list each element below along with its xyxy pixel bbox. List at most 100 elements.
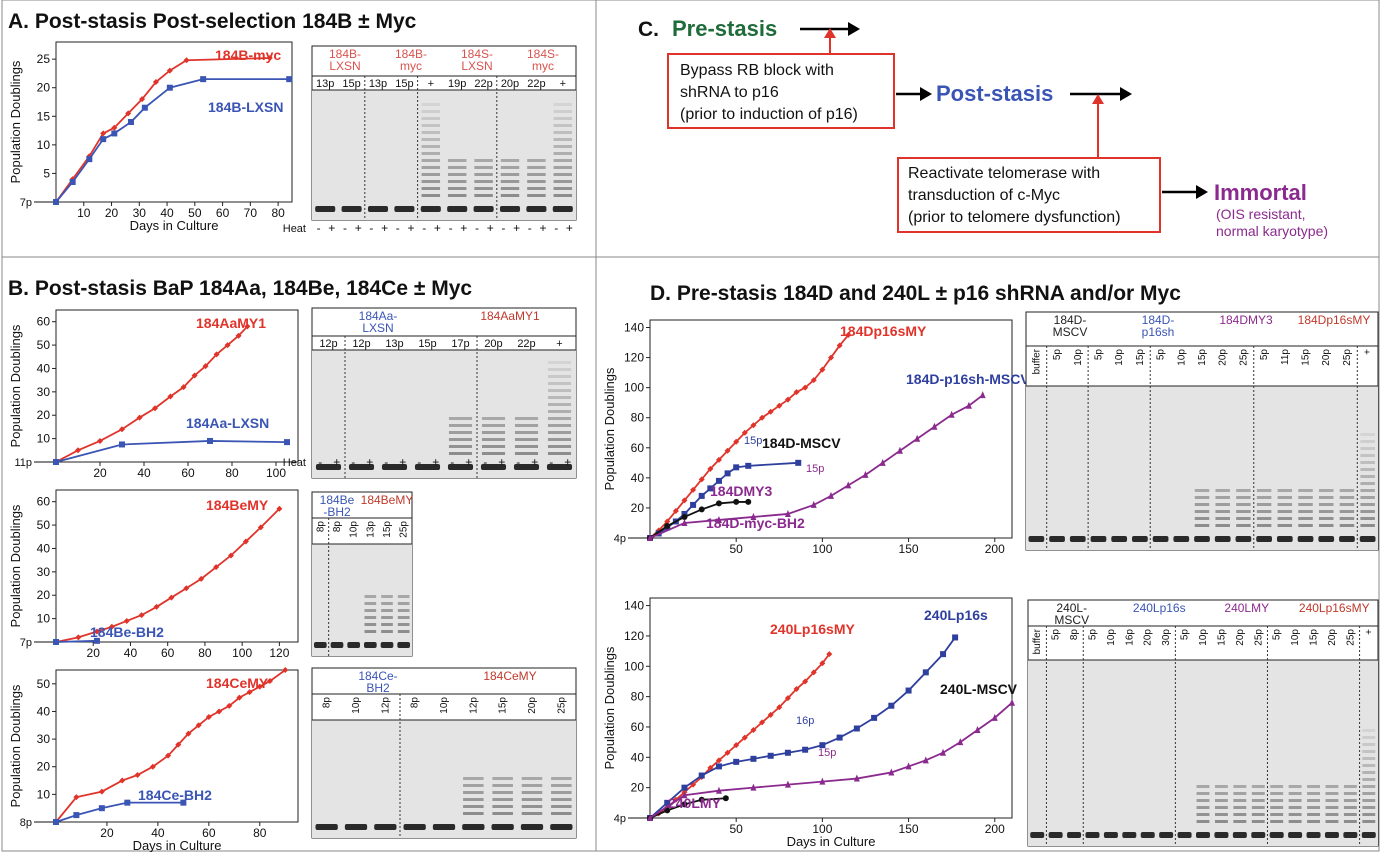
data-point xyxy=(73,794,80,801)
ladder-band xyxy=(1298,496,1313,499)
lane-label: 20p xyxy=(1327,629,1338,646)
lane-label: 10p xyxy=(1114,349,1125,366)
data-point xyxy=(965,401,972,409)
ladder-band xyxy=(553,145,573,148)
gel-band xyxy=(397,642,410,648)
data-point xyxy=(93,628,100,635)
ladder-band xyxy=(1270,813,1284,816)
data-point xyxy=(745,498,752,505)
data-point xyxy=(810,500,817,508)
panel-c-label: C. xyxy=(638,18,659,41)
series-184Dp16sMY xyxy=(647,332,852,541)
lane-label: 15p xyxy=(1135,349,1146,366)
ladder-band xyxy=(553,159,573,162)
ladder-band xyxy=(1196,820,1210,823)
annotation: 15p xyxy=(806,463,824,475)
heat-sign: + xyxy=(333,455,340,469)
lane-label: 12p xyxy=(468,697,479,714)
gel-band xyxy=(344,824,368,830)
ladder-band xyxy=(547,424,572,427)
ladder-band xyxy=(1343,799,1357,802)
series-line xyxy=(649,334,849,539)
reactivate-line-2: transduction of c-Myc xyxy=(908,187,1060,204)
ladder-band xyxy=(381,609,393,612)
ladder-band xyxy=(553,117,573,120)
lane-label: 5p xyxy=(1051,629,1062,641)
ladder-band xyxy=(1214,785,1228,788)
data-point xyxy=(940,651,947,658)
y-tick-label: 120 xyxy=(624,629,644,643)
data-point xyxy=(647,534,653,541)
y-tick-label: 50 xyxy=(37,338,51,352)
y-axis-label: Population Doublings xyxy=(8,504,23,627)
y-tick-label: 50 xyxy=(37,518,51,532)
ladder-band xyxy=(1307,806,1320,809)
ladder-band xyxy=(1215,489,1230,492)
ladder-band xyxy=(421,152,441,155)
plot-frame xyxy=(649,319,1013,539)
data-point xyxy=(183,585,190,592)
ladder-band xyxy=(1236,524,1251,527)
data-point xyxy=(819,777,826,785)
ladder-band xyxy=(500,166,520,169)
arrow-right-icon xyxy=(1196,185,1208,199)
gel-header: MSCV xyxy=(1053,325,1088,339)
gel-band xyxy=(1090,536,1107,542)
ladder-band xyxy=(421,124,441,127)
data-point xyxy=(681,791,688,799)
data-point xyxy=(922,669,929,676)
ladder-band xyxy=(1194,524,1210,527)
series-label: 184AaMY1 xyxy=(196,315,266,331)
ladder-band xyxy=(448,431,473,434)
y-tick-label: 100 xyxy=(624,381,644,395)
data-point xyxy=(276,505,283,512)
ladder-band xyxy=(1214,820,1228,823)
ladder-band xyxy=(1360,461,1375,464)
ladder-band xyxy=(1360,482,1375,485)
ladder-band xyxy=(553,166,573,169)
ladder-band xyxy=(381,623,393,626)
x-tick-label: 100 xyxy=(812,542,832,556)
ladder-band xyxy=(1307,799,1320,802)
data-point xyxy=(75,447,81,454)
ladder-band xyxy=(1307,792,1320,795)
lane-label: 22p xyxy=(474,78,492,90)
gel-band xyxy=(1359,536,1376,542)
gel-band xyxy=(1049,536,1065,542)
data-point xyxy=(136,414,143,421)
ladder-band xyxy=(1362,778,1376,781)
series-label: 240Lp16sMY xyxy=(770,621,855,637)
heat-sign: + xyxy=(434,221,441,235)
series-240LMY xyxy=(647,698,1015,821)
ladder-band xyxy=(1360,489,1375,492)
ladder-band xyxy=(421,138,441,141)
ladder-band xyxy=(500,173,520,176)
gel-band xyxy=(1214,832,1229,838)
ladder-band xyxy=(1194,517,1210,520)
data-point xyxy=(733,758,740,765)
x-tick-label: 40 xyxy=(151,826,165,840)
ladder-band xyxy=(500,187,520,190)
y-tick-label: 80 xyxy=(631,690,645,704)
data-point xyxy=(759,719,766,726)
data-point xyxy=(183,57,190,64)
x-tick-label: 120 xyxy=(269,646,289,660)
ladder-band xyxy=(1307,820,1320,823)
ladder-band xyxy=(547,382,572,385)
y-tick-label: 25 xyxy=(37,52,51,66)
data-point xyxy=(828,491,834,499)
x-tick-label: 20 xyxy=(105,206,119,220)
gel-band xyxy=(364,642,377,648)
post-stasis-label: Post-stasis xyxy=(936,81,1053,106)
lane-label: 5p xyxy=(1093,349,1104,361)
data-point xyxy=(257,524,264,531)
data-point xyxy=(931,422,938,430)
data-point xyxy=(715,786,722,794)
ladder-band xyxy=(527,173,546,176)
ladder-band xyxy=(1343,792,1357,795)
y-tick-label: 80 xyxy=(631,411,645,425)
ladder-band xyxy=(1339,517,1355,520)
lane-label: 12p xyxy=(319,338,337,350)
data-point xyxy=(733,742,740,749)
